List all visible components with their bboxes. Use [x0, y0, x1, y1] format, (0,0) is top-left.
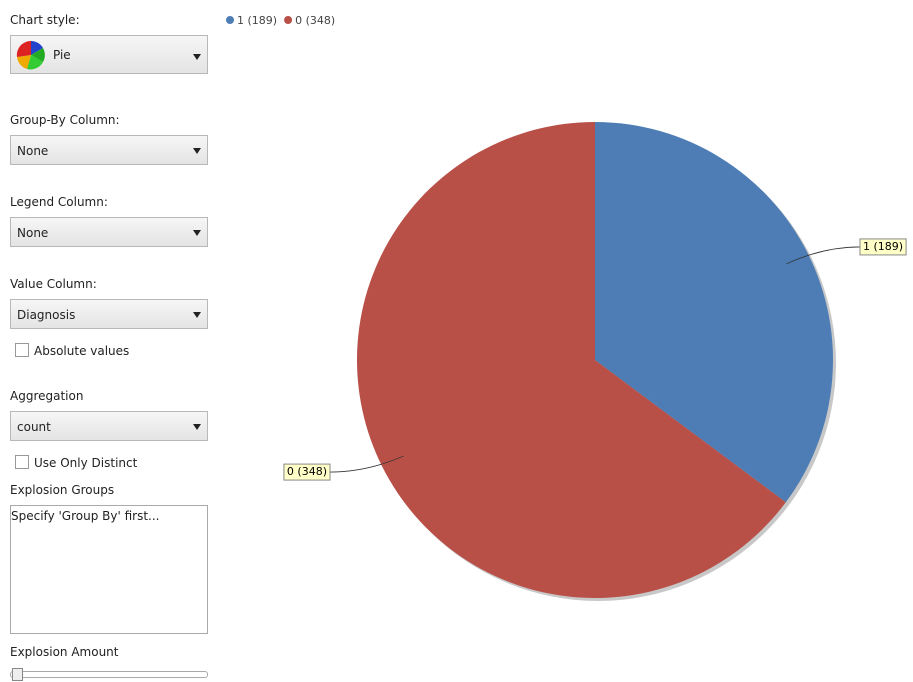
checkbox-label: Absolute values	[34, 344, 130, 358]
slider-track	[10, 671, 208, 678]
legend-marker	[226, 16, 234, 24]
select-value: Diagnosis	[17, 308, 76, 322]
label: Explosion Amount	[10, 645, 119, 659]
legend-label: 0 (348)	[295, 14, 335, 27]
pie-slice	[595, 122, 833, 503]
list-hint: Specify 'Group By' first...	[11, 509, 160, 523]
select-value: count	[17, 420, 51, 434]
label: Value Column:	[10, 277, 97, 291]
data-label-box	[859, 238, 907, 256]
label: Legend Column:	[10, 195, 108, 209]
select-value: Pie	[53, 48, 71, 62]
label: Explosion Groups	[10, 483, 115, 497]
legend-column-select[interactable]: None	[10, 217, 208, 247]
checkbox-label: Use Only Distinct	[34, 456, 138, 470]
leader-line	[786, 246, 861, 265]
slider-thumb[interactable]	[12, 668, 23, 681]
value-column-select[interactable]: Diagnosis	[10, 299, 208, 329]
select-value: None	[17, 144, 49, 158]
pie-slice	[357, 122, 786, 598]
data-label: 1 (189)	[863, 240, 903, 253]
leader-line	[329, 455, 404, 473]
legend-label: 1 (189)	[237, 14, 277, 27]
pie-icon	[16, 40, 45, 70]
label: Aggregation	[10, 389, 84, 403]
group-by-select[interactable]: None	[10, 135, 208, 165]
checkbox[interactable]	[15, 343, 29, 357]
label: Group-By Column:	[10, 113, 120, 127]
legend-marker	[284, 16, 293, 24]
data-label-box	[283, 463, 331, 481]
explosion-groups-list[interactable]: Specify 'Group By' first...	[10, 505, 208, 634]
chart-style-select[interactable]: Pie	[10, 35, 208, 74]
label: Chart style:	[10, 13, 80, 27]
select-value: None	[17, 226, 49, 240]
checkbox[interactable]	[15, 455, 29, 469]
aggregation-select[interactable]: count	[10, 411, 208, 441]
data-label: 0 (348)	[287, 465, 327, 478]
